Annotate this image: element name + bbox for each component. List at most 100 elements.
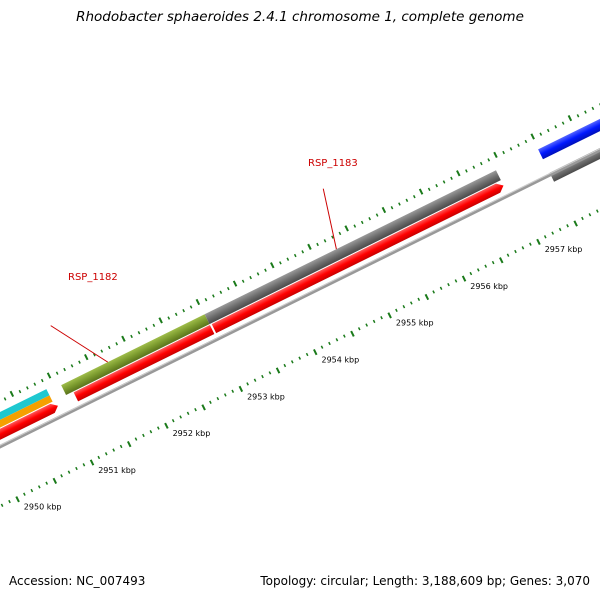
outer-tick xyxy=(316,242,319,247)
outer-tick xyxy=(360,220,364,225)
outer-tick xyxy=(167,316,171,320)
outer-tick xyxy=(331,235,334,239)
inner-tick xyxy=(499,257,504,264)
kbp-label: 2952 kbp xyxy=(173,429,211,438)
feature-blue[interactable] xyxy=(538,109,600,160)
inner-tick xyxy=(15,496,20,503)
inner-tick xyxy=(529,242,532,246)
feature-orange[interactable] xyxy=(0,395,53,448)
inner-tick xyxy=(67,470,71,474)
inner-tick xyxy=(112,448,116,452)
inner-tick xyxy=(37,485,41,489)
inner-tick xyxy=(469,271,473,276)
outer-tick xyxy=(546,128,550,133)
inner-tick xyxy=(387,312,392,319)
inner-tick xyxy=(216,396,220,401)
outer-tick xyxy=(381,206,387,214)
outer-tick xyxy=(232,280,238,287)
outer-tick xyxy=(450,176,453,180)
outer-tick xyxy=(479,161,483,166)
inner-tick xyxy=(283,363,287,368)
inner-tick xyxy=(536,238,541,245)
outer-tick xyxy=(174,312,178,317)
label-rsp-1182[interactable]: RSP_1182 xyxy=(68,272,118,283)
outer-tick xyxy=(121,335,126,342)
outer-tick xyxy=(9,390,15,398)
kbp-label: 2951 kbp xyxy=(98,466,136,475)
outer-tick xyxy=(567,114,573,122)
outer-tick xyxy=(442,180,446,184)
outer-tick xyxy=(107,345,111,350)
inner-tick xyxy=(439,286,443,290)
inner-tick xyxy=(343,334,346,338)
inner-tick xyxy=(551,231,555,235)
outer-tick xyxy=(115,342,119,346)
outer-tick xyxy=(427,187,431,191)
outer-tick xyxy=(241,279,245,283)
inner-tick xyxy=(149,430,153,434)
inner-tick xyxy=(75,466,78,471)
inner-tick xyxy=(179,415,182,419)
kbp-label: 2956 kbp xyxy=(470,282,508,291)
kbp-label: 2955 kbp xyxy=(396,319,434,328)
outer-tick xyxy=(279,261,282,265)
outer-tick xyxy=(270,262,275,269)
inner-tick xyxy=(320,345,324,349)
inner-tick xyxy=(447,282,450,287)
outer-tick xyxy=(353,224,357,228)
outer-tick xyxy=(182,308,185,313)
feature-cyan[interactable] xyxy=(0,389,50,442)
outer-tick xyxy=(219,290,223,294)
inner-tick xyxy=(432,290,435,294)
label-rsp-1183[interactable]: RSP_1183 xyxy=(308,158,358,169)
inner-tick xyxy=(298,356,302,360)
inner-tick xyxy=(305,352,309,357)
feature-reverse-gray[interactable] xyxy=(549,132,600,182)
accession-text: Accession: NC_007493 xyxy=(9,574,146,588)
inner-tick xyxy=(596,209,599,213)
gene-rsp-1182[interactable] xyxy=(61,314,210,396)
outer-tick xyxy=(293,253,297,258)
inner-tick xyxy=(402,305,406,309)
outer-tick xyxy=(524,139,528,144)
topology-summary: Topology: circular; Length: 3,188,609 bp… xyxy=(260,574,590,588)
inner-tick xyxy=(156,426,160,430)
inner-tick xyxy=(45,481,49,485)
outer-tick xyxy=(100,349,104,353)
outer-tick xyxy=(158,317,163,324)
outer-tick xyxy=(539,132,543,136)
inner-ruler-ticks xyxy=(0,209,599,507)
cds-rsp-1182[interactable] xyxy=(73,325,215,402)
inner-tick xyxy=(350,330,355,337)
cds-rsp-1183[interactable] xyxy=(211,181,506,334)
inner-tick xyxy=(127,440,132,448)
inner-tick xyxy=(119,444,123,449)
outer-tick xyxy=(344,225,349,232)
kbp-label: 2954 kbp xyxy=(322,356,360,365)
inner-tick xyxy=(409,301,413,305)
outer-tick xyxy=(517,143,520,147)
outer-tick xyxy=(93,353,96,357)
gene-rsp-1183[interactable] xyxy=(204,170,501,325)
outer-tick xyxy=(584,110,587,114)
inner-tick xyxy=(521,246,525,250)
inner-tick xyxy=(543,235,547,239)
inner-tick xyxy=(253,378,257,382)
outer-tick xyxy=(204,297,208,302)
outer-tick xyxy=(509,147,513,151)
inner-tick xyxy=(395,308,398,313)
inner-tick xyxy=(290,360,294,364)
outer-tick xyxy=(530,133,535,140)
inner-tick xyxy=(186,411,190,416)
cds-arrow-left[interactable] xyxy=(0,401,60,458)
inner-tick xyxy=(476,268,480,272)
outer-tick xyxy=(264,268,267,272)
outer-tick xyxy=(465,169,468,173)
inner-tick xyxy=(506,253,510,257)
inner-tick xyxy=(335,338,339,342)
outer-tick xyxy=(286,257,290,261)
outer-tick xyxy=(307,243,312,250)
outer-tick xyxy=(576,114,580,118)
inner-tick xyxy=(566,224,569,228)
